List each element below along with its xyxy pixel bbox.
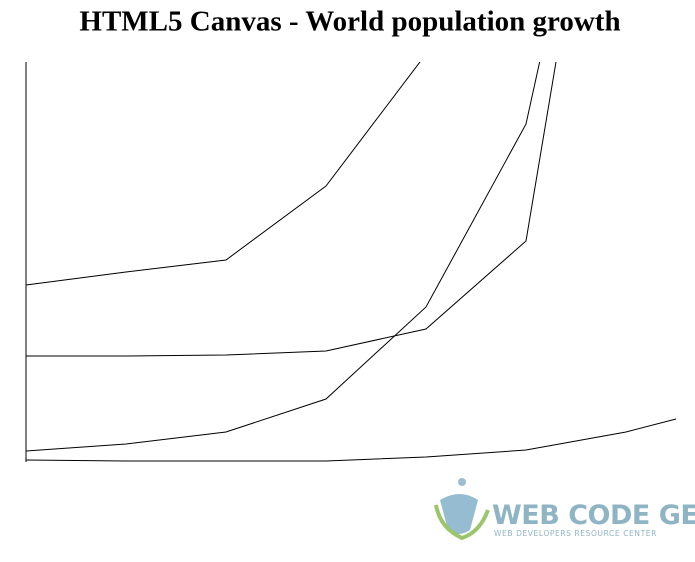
chart-title: HTML5 Canvas - World population growth xyxy=(79,6,620,38)
plot-area xyxy=(25,62,677,462)
line-series xyxy=(26,62,557,357)
logo-cup xyxy=(440,494,478,534)
line-series xyxy=(25,418,677,462)
watermark-name: WEB CODE GEEKS xyxy=(492,500,695,531)
logo-dot xyxy=(458,478,466,486)
watermark: WEB CODE GEEKS WEB DEVELOPERS RESOURCE C… xyxy=(434,478,695,541)
line-series xyxy=(25,62,541,452)
logo-swoosh xyxy=(434,504,490,541)
watermark-tagline: WEB DEVELOPERS RESOURCE CENTER xyxy=(494,529,657,538)
line-series xyxy=(25,62,421,286)
